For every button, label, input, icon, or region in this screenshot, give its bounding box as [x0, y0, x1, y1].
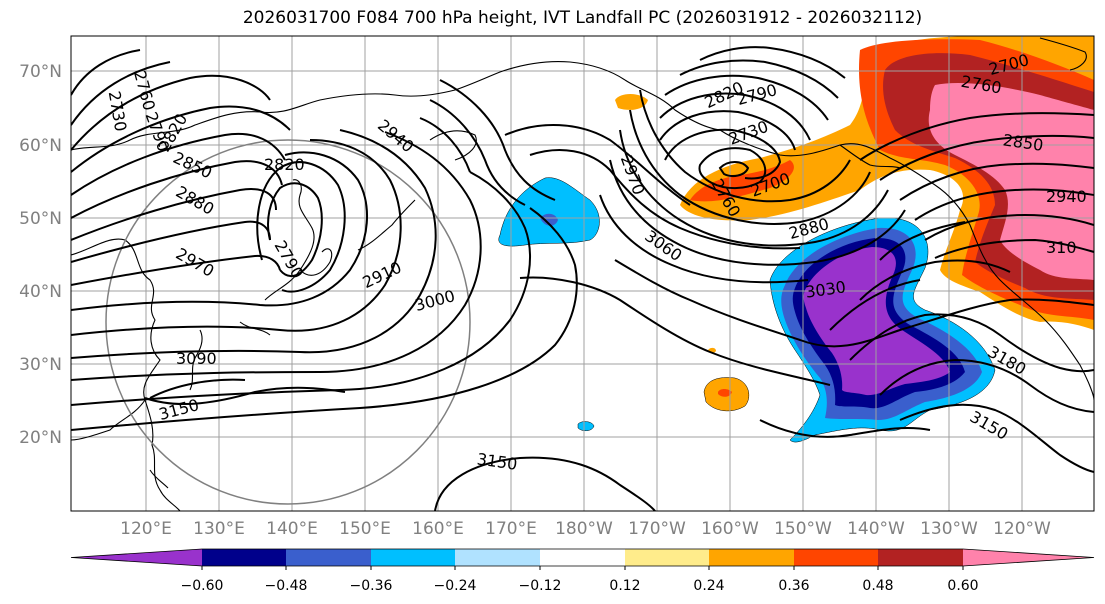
colorbar-segment [540, 549, 625, 566]
lat-label: 60°N [19, 136, 62, 156]
colorbar-segment [286, 549, 371, 566]
colorbar-segments [70, 548, 1095, 567]
lon-label: 160°W [701, 519, 759, 539]
ivt-positive-shading [615, 36, 1094, 412]
lon-label: 170°W [628, 519, 686, 539]
latitude-labels: 70°N 60°N 50°N 40°N 30°N 20°N [19, 62, 62, 448]
colorbar-extension-right [963, 549, 1094, 566]
colorbar-tick-label: 0.12 [609, 578, 640, 594]
contour-label: 2940 [1046, 187, 1087, 206]
colorbar-tick-label: −0.48 [265, 578, 308, 594]
map-frame [70, 35, 1095, 512]
colorbar-segment [794, 549, 878, 566]
colorbar-segment [371, 549, 455, 566]
height-contours [71, 46, 1094, 511]
colorbar-segment [878, 549, 963, 566]
colorbar-tick-label: 0.48 [862, 578, 893, 594]
colorbar-tick-label: −0.12 [519, 578, 562, 594]
lat-label: 30°N [19, 355, 62, 375]
colorbar-tick-label: 0.24 [693, 578, 724, 594]
colorbar-tick-label: −0.24 [434, 578, 477, 594]
lon-label: 160°E [412, 519, 464, 539]
colorbar-segment [625, 549, 709, 566]
contour-label: 2820 [264, 155, 305, 174]
lat-label: 20°N [19, 428, 62, 448]
lon-label: 130°E [193, 519, 245, 539]
colorbar-segment [709, 549, 794, 566]
colorbar: −0.60 −0.48 −0.36 −0.24 −0.12 0.12 0.24 0.36 0.4… [70, 548, 1095, 594]
lat-label: 50°N [19, 209, 62, 229]
graticule-grid [71, 36, 1094, 511]
lon-label: 120°E [120, 519, 172, 539]
colorbar-tick-label: −0.36 [350, 578, 393, 594]
longitude-labels: 120°E 130°E 140°E 150°E 160°E 170°E 180°… [120, 519, 1051, 539]
map-title: 2026031700 F084 700 hPa height, IVT Land… [242, 8, 923, 28]
ivt-negative-shading [498, 177, 996, 443]
contour-label: 310 [1046, 238, 1077, 257]
colorbar-segment [202, 549, 286, 566]
lon-label: 140°E [266, 519, 318, 539]
lat-label: 40°N [19, 282, 62, 302]
lon-label: 150°W [774, 519, 832, 539]
colorbar-tick-label: 0.60 [947, 578, 978, 594]
colorbar-tick-label: −0.60 [181, 578, 224, 594]
range-circle [105, 139, 471, 505]
lat-label: 70°N [19, 62, 62, 82]
colorbar-segment [455, 549, 540, 566]
lon-label: 140°W [847, 519, 905, 539]
map-plot-area: 2730 2760 2790 2820 2850 2880 2970 2820 … [71, 36, 1094, 511]
colorbar-extension-left [71, 549, 202, 566]
colorbar-ticks: −0.60 −0.48 −0.36 −0.24 −0.12 0.12 0.24 0.36 0.4… [181, 566, 979, 594]
lon-label: 170°E [485, 519, 537, 539]
lon-label: 130°W [920, 519, 978, 539]
colorbar-tick-label: 0.36 [778, 578, 809, 594]
lon-label: 150°E [339, 519, 391, 539]
lon-label: 120°W [993, 519, 1051, 539]
lon-label: 180°W [555, 519, 613, 539]
contour-label: 3090 [176, 349, 217, 368]
